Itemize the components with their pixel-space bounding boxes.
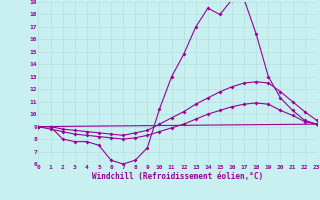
X-axis label: Windchill (Refroidissement éolien,°C): Windchill (Refroidissement éolien,°C) <box>92 172 263 181</box>
